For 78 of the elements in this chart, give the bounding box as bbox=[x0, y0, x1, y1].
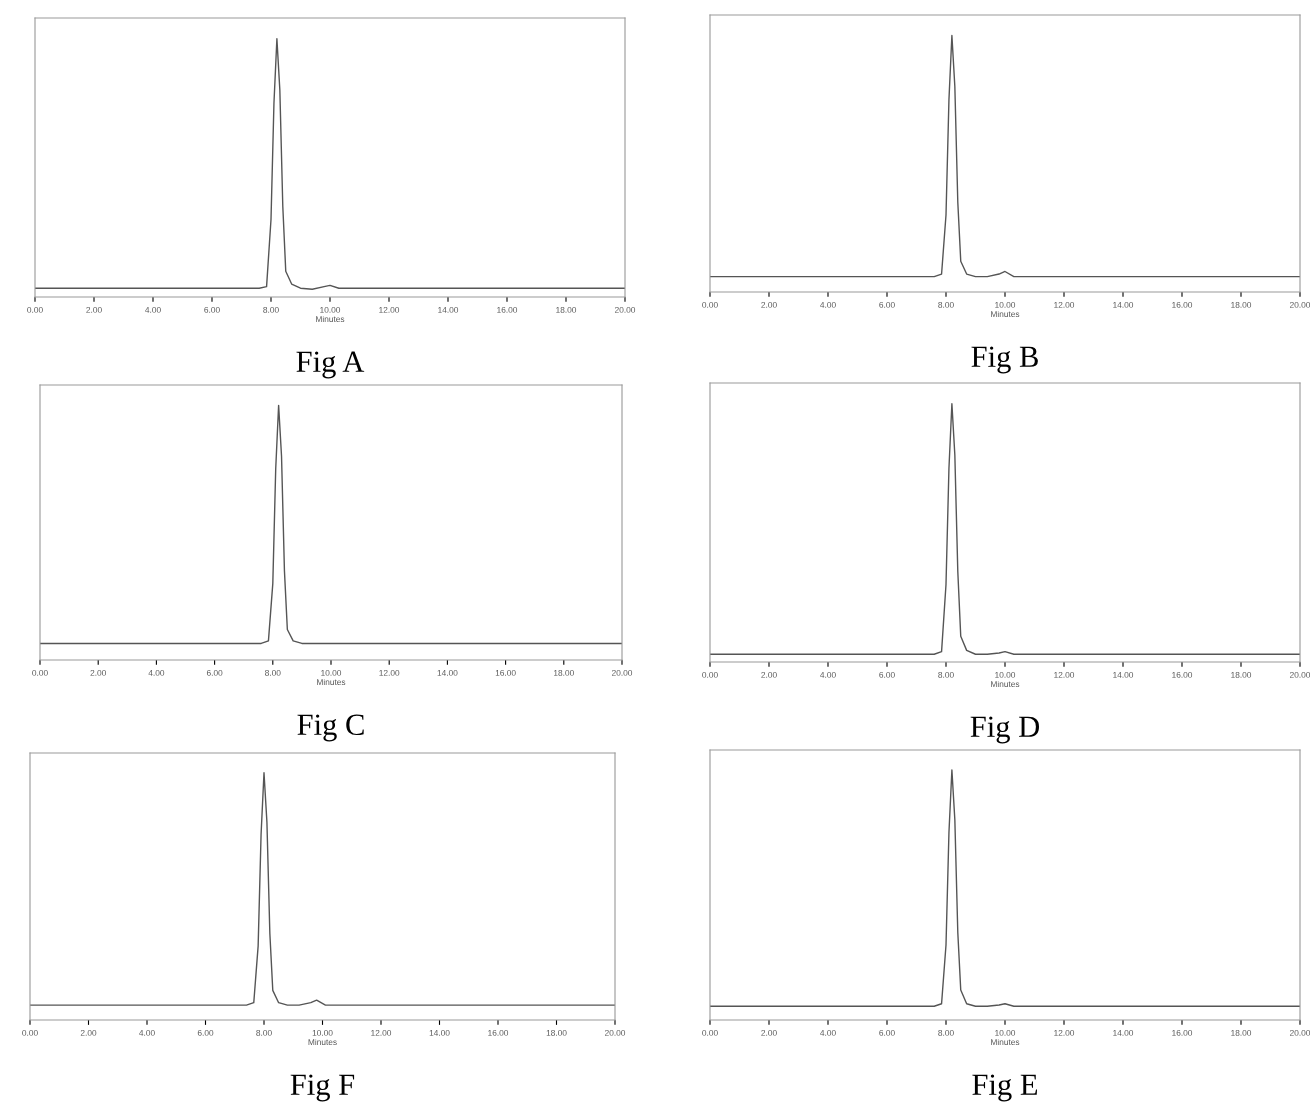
x-tick-label: 6.00 bbox=[879, 301, 895, 308]
x-tick-label: 20.00 bbox=[614, 306, 636, 313]
x-tick-label: 4.00 bbox=[820, 671, 836, 678]
x-tick-label: 18.00 bbox=[554, 669, 574, 676]
x-tick-label: 20.00 bbox=[604, 1029, 626, 1036]
x-axis-title: Minutes bbox=[317, 678, 346, 685]
x-tick-label: 2.00 bbox=[761, 671, 777, 678]
x-tick-label: 10.00 bbox=[321, 669, 342, 676]
x-tick-label: 0.00 bbox=[702, 671, 718, 678]
x-tick-label: 2.00 bbox=[761, 1029, 777, 1036]
text: Fig A bbox=[296, 351, 365, 379]
text: Fig F bbox=[290, 1074, 355, 1102]
x-tick-label: 20.00 bbox=[1289, 671, 1310, 678]
x-tick-label: 6.00 bbox=[197, 1029, 214, 1036]
x-tick-label: 8.00 bbox=[263, 306, 279, 313]
x-tick-label: 6.00 bbox=[204, 306, 220, 313]
x-axis-title: Minutes bbox=[991, 310, 1020, 317]
x-tick-label: 18.00 bbox=[1231, 301, 1252, 308]
x-tick-label: 12.00 bbox=[1054, 1029, 1075, 1036]
x-tick-label: 14.00 bbox=[438, 306, 459, 313]
x-axis-title: Minutes bbox=[991, 680, 1020, 687]
x-tick-label: 18.00 bbox=[1231, 671, 1252, 678]
x-tick-label: 0.00 bbox=[702, 1029, 718, 1036]
x-tick-label: 12.00 bbox=[379, 306, 400, 313]
x-tick-label: 2.00 bbox=[80, 1029, 97, 1036]
x-tick-label: 14.00 bbox=[437, 669, 458, 676]
x-tick-label: 18.00 bbox=[1231, 1029, 1252, 1036]
x-tick-label: 12.00 bbox=[1054, 301, 1075, 308]
x-tick-label: 18.00 bbox=[556, 306, 577, 313]
x-tick-label: 16.00 bbox=[1172, 671, 1193, 678]
x-tick-label: 8.00 bbox=[938, 1029, 954, 1036]
x-tick-label: 6.00 bbox=[206, 669, 223, 676]
x-tick-label: 16.00 bbox=[488, 1029, 509, 1036]
x-tick-label: 0.00 bbox=[27, 306, 43, 313]
text: Fig B bbox=[971, 346, 1038, 374]
x-tick-label: 10.00 bbox=[312, 1029, 333, 1036]
x-axis-title: Minutes bbox=[991, 1038, 1020, 1045]
x-tick-label: 8.00 bbox=[256, 1029, 272, 1036]
x-tick-label: 12.00 bbox=[371, 1029, 392, 1036]
x-tick-label: 14.00 bbox=[429, 1029, 450, 1036]
x-tick-label: 10.00 bbox=[995, 301, 1016, 308]
x-tick-label: 16.00 bbox=[1172, 301, 1193, 308]
x-tick-label: 16.00 bbox=[495, 669, 516, 676]
x-tick-label: 12.00 bbox=[379, 669, 400, 676]
x-tick-label: 4.00 bbox=[820, 301, 836, 308]
x-tick-label: 16.00 bbox=[1172, 1029, 1193, 1036]
text: Fig E bbox=[972, 1074, 1038, 1102]
x-tick-label: 6.00 bbox=[879, 1029, 895, 1036]
x-axis-title: Minutes bbox=[316, 315, 345, 322]
x-tick-label: 14.00 bbox=[1113, 671, 1134, 678]
x-tick-label: 20.00 bbox=[1289, 1029, 1310, 1036]
x-tick-label: 20.00 bbox=[611, 669, 633, 676]
x-tick-label: 10.00 bbox=[995, 1029, 1016, 1036]
x-tick-label: 12.00 bbox=[1054, 671, 1075, 678]
x-tick-label: 14.00 bbox=[1113, 1029, 1134, 1036]
x-tick-label: 2.00 bbox=[761, 301, 777, 308]
x-tick-label: 0.00 bbox=[22, 1029, 38, 1036]
x-tick-label: 4.00 bbox=[145, 306, 161, 313]
x-tick-label: 10.00 bbox=[320, 306, 341, 313]
x-tick-label: 2.00 bbox=[86, 306, 102, 313]
text: Fig D bbox=[970, 716, 1040, 744]
x-tick-label: 0.00 bbox=[702, 301, 718, 308]
x-tick-label: 14.00 bbox=[1113, 301, 1134, 308]
x-tick-label: 4.00 bbox=[820, 1029, 836, 1036]
x-tick-label: 16.00 bbox=[497, 306, 518, 313]
x-tick-label: 8.00 bbox=[938, 671, 954, 678]
x-tick-label: 18.00 bbox=[546, 1029, 567, 1036]
x-tick-label: 0.00 bbox=[32, 669, 48, 676]
x-tick-label: 4.00 bbox=[148, 669, 165, 676]
x-tick-label: 6.00 bbox=[879, 671, 895, 678]
x-tick-label: 4.00 bbox=[139, 1029, 155, 1036]
x-tick-label: 8.00 bbox=[265, 669, 281, 676]
x-axis-title: Minutes bbox=[308, 1038, 337, 1045]
x-tick-label: 2.00 bbox=[90, 669, 106, 676]
x-tick-label: 20.00 bbox=[1289, 301, 1310, 308]
text: Fig C bbox=[297, 714, 364, 742]
x-tick-label: 8.00 bbox=[938, 301, 954, 308]
x-tick-label: 10.00 bbox=[995, 671, 1016, 678]
